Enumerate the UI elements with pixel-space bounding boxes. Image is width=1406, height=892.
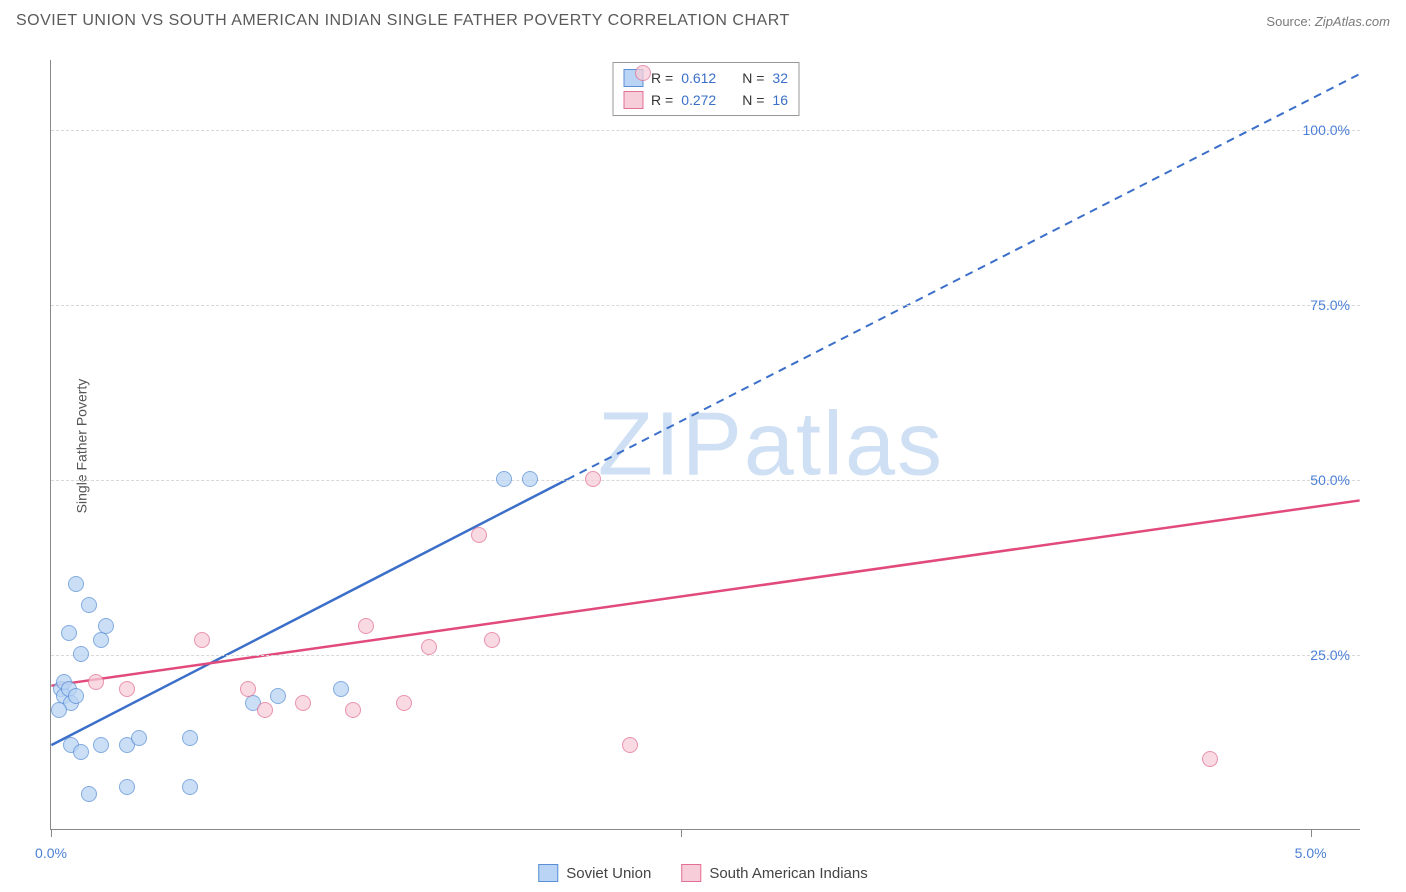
watermark-zip: ZIP — [598, 394, 744, 494]
watermark-atlas: atlas — [744, 394, 944, 494]
data-point — [119, 779, 135, 795]
y-tick-label: 75.0% — [1310, 297, 1350, 313]
data-point — [81, 597, 97, 613]
r-value: 0.272 — [681, 92, 716, 108]
source-attribution: Source: ZipAtlas.com — [1266, 14, 1390, 29]
data-point — [635, 65, 651, 81]
y-tick-label: 50.0% — [1310, 472, 1350, 488]
series-legend: Soviet Union South American Indians — [538, 864, 868, 882]
n-label: N = — [742, 70, 764, 86]
data-point — [484, 632, 500, 648]
n-label: N = — [742, 92, 764, 108]
data-point — [88, 674, 104, 690]
n-value: 16 — [772, 92, 788, 108]
x-tick — [1311, 829, 1312, 837]
legend-label: Soviet Union — [566, 865, 651, 882]
x-tick-label: 5.0% — [1295, 845, 1327, 861]
legend-swatch — [681, 864, 701, 882]
legend-swatch — [623, 91, 643, 109]
x-tick — [681, 829, 682, 837]
data-point — [194, 632, 210, 648]
legend-label: South American Indians — [709, 865, 867, 882]
data-point — [182, 730, 198, 746]
source-label: Source: — [1266, 14, 1311, 29]
legend-item: South American Indians — [681, 864, 867, 882]
y-tick-label: 25.0% — [1310, 647, 1350, 663]
legend-item: Soviet Union — [538, 864, 651, 882]
data-point — [1202, 751, 1218, 767]
gridline — [51, 305, 1360, 306]
data-point — [61, 625, 77, 641]
data-point — [93, 632, 109, 648]
gridline — [51, 480, 1360, 481]
legend-swatch — [538, 864, 558, 882]
data-point — [98, 618, 114, 634]
data-point — [421, 639, 437, 655]
y-tick-label: 100.0% — [1303, 122, 1350, 138]
r-label: R = — [651, 70, 673, 86]
data-point — [119, 681, 135, 697]
r-value: 0.612 — [681, 70, 716, 86]
data-point — [622, 737, 638, 753]
data-point — [182, 779, 198, 795]
data-point — [358, 618, 374, 634]
data-point — [522, 471, 538, 487]
data-point — [73, 744, 89, 760]
data-point — [68, 576, 84, 592]
data-point — [93, 737, 109, 753]
x-tick-label: 0.0% — [35, 845, 67, 861]
data-point — [81, 786, 97, 802]
data-point — [496, 471, 512, 487]
data-point — [131, 730, 147, 746]
data-point — [270, 688, 286, 704]
data-point — [257, 702, 273, 718]
plot-area: ZIPatlas R = 0.612 N = 32 R = 0.272 N = 16 25.0… — [50, 60, 1360, 830]
gridline — [51, 655, 1360, 656]
gridline — [51, 130, 1360, 131]
data-point — [51, 702, 67, 718]
data-point — [471, 527, 487, 543]
regression-line — [51, 500, 1359, 685]
data-point — [333, 681, 349, 697]
data-point — [345, 702, 361, 718]
data-point — [68, 688, 84, 704]
r-label: R = — [651, 92, 673, 108]
source-value: ZipAtlas.com — [1315, 14, 1390, 29]
data-point — [585, 471, 601, 487]
chart-title: SOVIET UNION VS SOUTH AMERICAN INDIAN SI… — [16, 12, 790, 30]
regression-line-extrapolated — [567, 74, 1360, 479]
x-tick — [51, 829, 52, 837]
title-bar: SOVIET UNION VS SOUTH AMERICAN INDIAN SI… — [0, 0, 1406, 42]
data-point — [73, 646, 89, 662]
stats-row: R = 0.272 N = 16 — [623, 89, 788, 111]
trend-lines — [51, 60, 1360, 829]
data-point — [240, 681, 256, 697]
data-point — [295, 695, 311, 711]
data-point — [396, 695, 412, 711]
n-value: 32 — [772, 70, 788, 86]
